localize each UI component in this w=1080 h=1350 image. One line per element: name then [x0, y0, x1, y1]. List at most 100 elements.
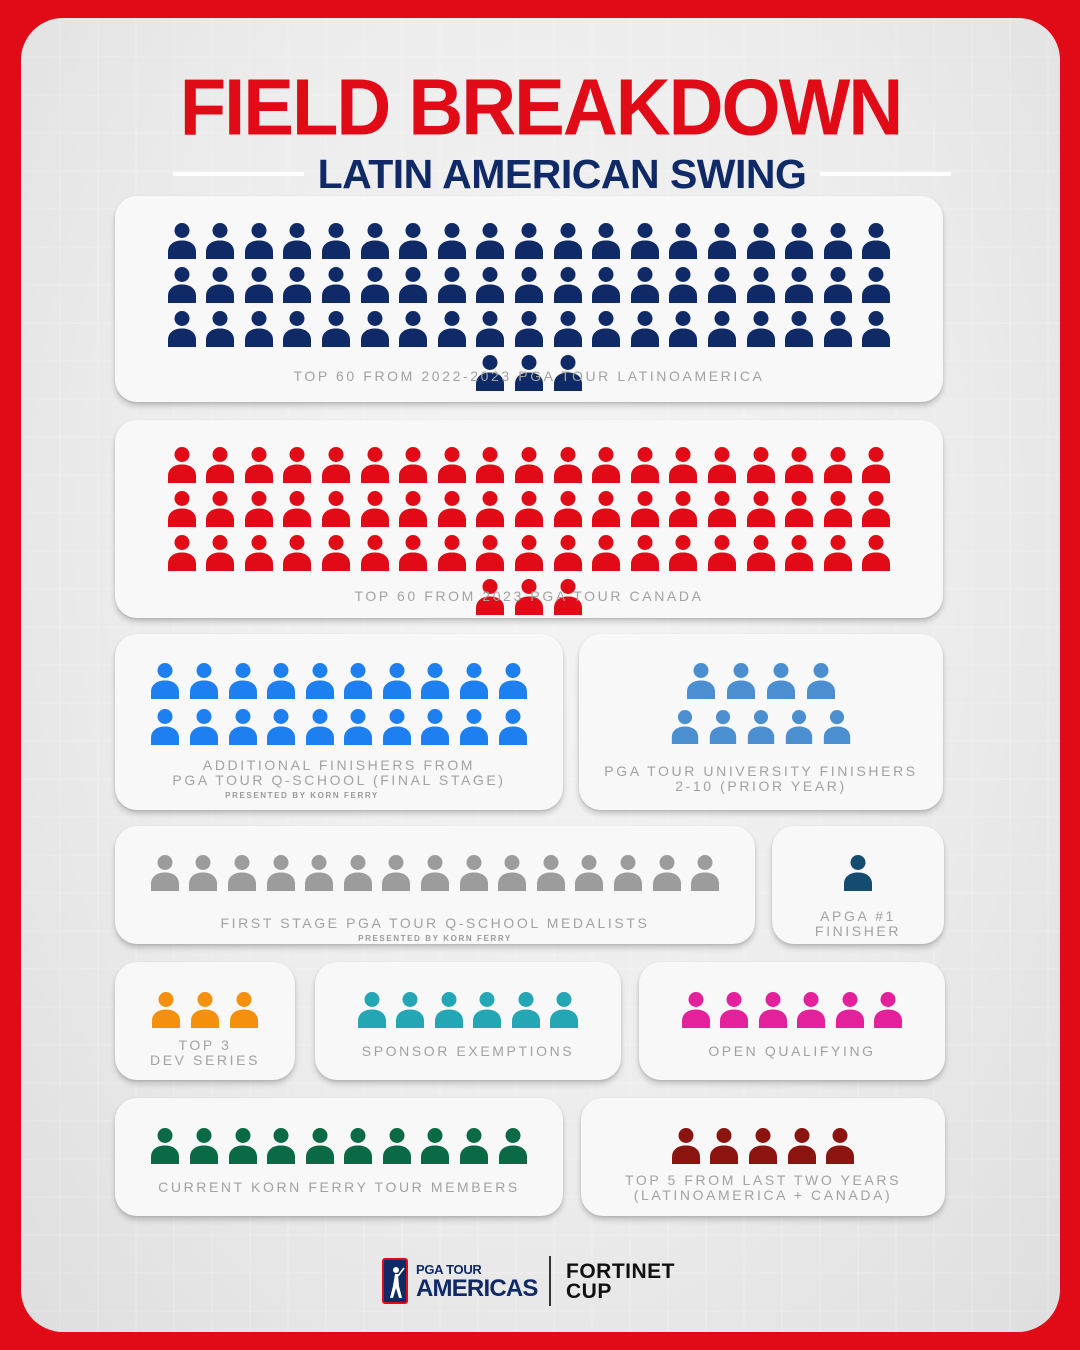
person-icon	[707, 267, 736, 303]
person-icon	[152, 992, 181, 1028]
person-icon	[283, 267, 312, 303]
group-label: TOP 5 FROM LAST TWO YEARS	[624, 1172, 902, 1188]
person-icon	[283, 491, 312, 527]
person-icon	[515, 491, 543, 527]
person-icon	[747, 710, 775, 744]
person-icon	[592, 311, 621, 347]
person-icon	[515, 579, 543, 615]
person-icon	[344, 709, 373, 745]
person-icon	[823, 535, 852, 571]
person-icon	[787, 1128, 816, 1164]
person-icon	[862, 447, 891, 483]
group-label: FIRST STAGE PGA TOUR Q-SCHOOL MEDALISTS	[220, 915, 650, 931]
person-icon	[592, 491, 621, 527]
group-card-qschool-final: ADDITIONAL FINISHERS FROM PGA TOUR Q-SCH…	[115, 634, 563, 810]
group-label: APGA #1	[820, 908, 896, 924]
person-icon	[785, 311, 814, 347]
group-label: PGA TOUR UNIVERSITY FINISHERS	[604, 763, 918, 779]
page-title: FIELD BREAKDOWN	[179, 62, 904, 153]
person-icon	[823, 447, 852, 483]
person-icon	[550, 992, 579, 1028]
person-icon	[553, 491, 582, 527]
divider-right	[820, 172, 952, 176]
group-card-first-stage: FIRST STAGE PGA TOUR Q-SCHOOL MEDALISTS …	[115, 826, 755, 944]
person-icon	[399, 311, 428, 347]
person-icon	[305, 1128, 334, 1164]
person-icon	[707, 447, 736, 483]
person-icon	[785, 491, 814, 527]
group-label: TOP 60 FROM 2023 PGA TOUR CANADA	[354, 588, 704, 604]
person-icon	[707, 535, 736, 571]
person-icon	[322, 447, 351, 483]
person-icon	[553, 447, 582, 483]
person-icon	[553, 223, 582, 259]
group-label: OPEN QUALIFYING	[708, 1043, 876, 1059]
person-icon	[206, 223, 235, 259]
group-card-open-qualifying: OPEN QUALIFYING	[639, 962, 945, 1080]
person-icon	[360, 223, 389, 259]
person-icon	[515, 311, 543, 347]
person-icon	[669, 223, 698, 259]
person-icon	[707, 311, 736, 347]
person-icon	[746, 491, 775, 527]
person-icon	[669, 491, 698, 527]
person-icon	[322, 223, 351, 259]
person-icon	[399, 223, 428, 259]
presented-by-label: PRESENTED BY KORN FERRY	[358, 934, 512, 943]
person-icon	[421, 855, 449, 891]
person-icon	[421, 1128, 450, 1164]
pga-tour-logo-icon	[382, 1258, 408, 1304]
group-label: SPONSOR EXEMPTIONS	[361, 1043, 575, 1059]
page-subtitle: LATIN AMERICAN SWING	[317, 150, 807, 197]
person-icon	[396, 992, 425, 1028]
person-icon	[746, 535, 775, 571]
footer-logos: PGA TOUR AMERICAS FORTINET CUP	[382, 1256, 702, 1308]
person-icon	[553, 311, 582, 347]
person-icon	[785, 710, 813, 744]
person-icon	[305, 855, 334, 891]
person-icon	[167, 267, 196, 303]
person-icon	[727, 663, 755, 699]
person-icon	[189, 709, 218, 745]
person-icon	[710, 1128, 739, 1164]
group-card-top5-last-two: TOP 5 FROM LAST TWO YEARS (LATINOAMERICA…	[581, 1098, 945, 1216]
person-icon	[283, 311, 312, 347]
presented-by-label: PRESENTED BY KORN FERRY	[225, 791, 379, 800]
person-icon	[399, 267, 428, 303]
person-icon	[746, 223, 775, 259]
icon-grid	[115, 854, 755, 892]
group-label-line2: 2-10 (PRIOR YEAR)	[675, 778, 847, 794]
person-icon	[823, 311, 852, 347]
person-icon	[460, 709, 489, 745]
icon-grid	[115, 446, 943, 616]
fortinet-logo-line2: CUP	[566, 1280, 612, 1303]
person-icon	[421, 709, 450, 745]
pga-logo-line1: PGA TOUR	[416, 1262, 482, 1277]
group-label: CURRENT KORN FERRY TOUR MEMBERS	[158, 1179, 520, 1195]
icon-grid	[639, 991, 945, 1029]
person-icon	[459, 855, 488, 891]
person-icon	[283, 223, 312, 259]
person-icon	[515, 267, 543, 303]
person-icon	[553, 267, 582, 303]
divider-left	[173, 172, 304, 176]
person-icon	[360, 311, 389, 347]
group-card-sponsor: SPONSOR EXEMPTIONS	[315, 962, 621, 1080]
person-icon	[797, 992, 826, 1028]
person-icon	[267, 709, 296, 745]
group-label-line2: (LATINOAMERICA + CANADA)	[633, 1187, 893, 1203]
person-icon	[476, 447, 505, 483]
person-icon	[785, 535, 814, 571]
person-icon	[305, 709, 334, 745]
person-icon	[671, 710, 699, 744]
icon-grid	[315, 991, 621, 1029]
person-icon	[826, 1128, 855, 1164]
person-icon	[476, 267, 505, 303]
person-icon	[189, 855, 218, 891]
person-icon	[244, 223, 273, 259]
person-icon	[746, 447, 775, 483]
person-icon	[498, 855, 527, 891]
person-icon	[476, 535, 505, 571]
person-icon	[592, 223, 621, 259]
pga-logo-line2: AMERICAS	[416, 1275, 538, 1302]
